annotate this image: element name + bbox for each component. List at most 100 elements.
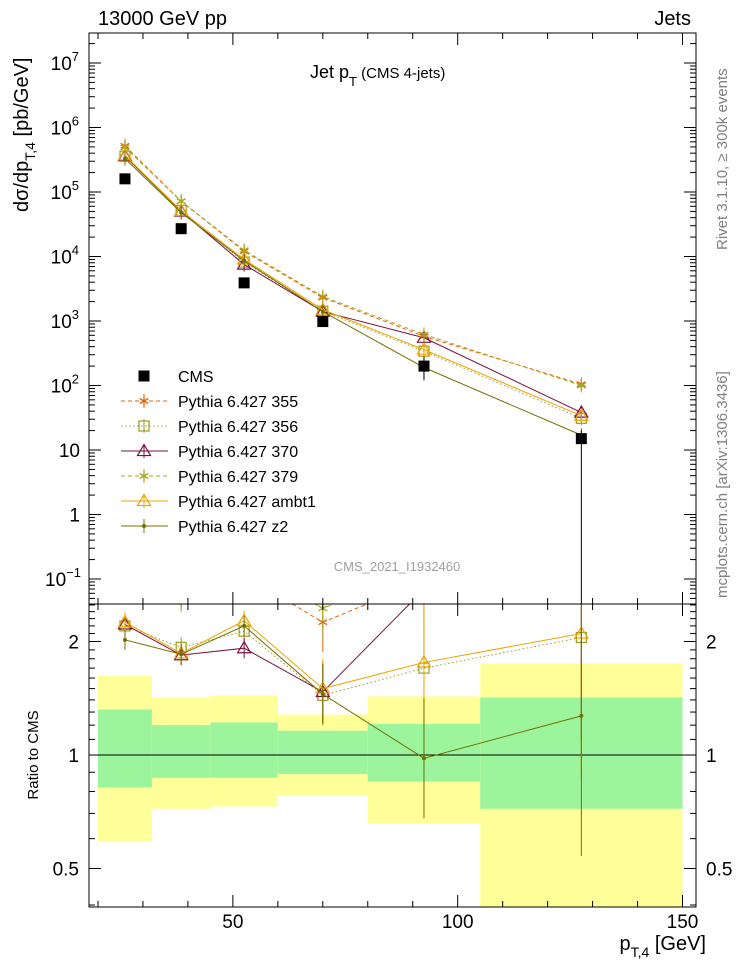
header-process-label: Jets bbox=[654, 8, 691, 30]
cms-data-point bbox=[418, 360, 430, 372]
y-axis-label-lead: dσ/dp bbox=[11, 161, 33, 212]
main-plot-panel: 10−1 1 10 102 103 104 105 106 107 Jet pT (CMS 4-… bbox=[11, 32, 697, 605]
y-axis-label-sub: T,4 bbox=[22, 142, 38, 161]
legend-marker bbox=[138, 370, 150, 382]
ratio-series-line bbox=[124, 625, 582, 759]
ratio-point bbox=[121, 567, 130, 577]
cms-data-series bbox=[119, 173, 587, 604]
y-tick-label-ratio-left: 1 bbox=[68, 746, 79, 767]
x-axis-label: pT,4 [GeV] bbox=[619, 933, 706, 960]
legend-label: Pythia 6.427 356 bbox=[178, 419, 298, 436]
y-tick-label-main: 10−1 bbox=[45, 565, 81, 591]
cms-data-point bbox=[119, 173, 131, 185]
plot-title-main: Jet p bbox=[310, 62, 349, 82]
x-tick-label: 100 bbox=[442, 912, 474, 933]
ratio-series-6 bbox=[122, 604, 584, 856]
mc-point bbox=[242, 258, 247, 263]
legend-label: Pythia 6.427 355 bbox=[178, 394, 298, 411]
legend-marker bbox=[139, 396, 149, 406]
ratio-plot-axes: 50 100 150 0.5 0.5 1 1 2 2 bbox=[53, 604, 732, 933]
x-axis-label-tail: [GeV] bbox=[649, 933, 706, 955]
legend-marker bbox=[136, 443, 152, 457]
mc-series-1 bbox=[120, 138, 586, 392]
y-axis-label-tail: [pb/GeV] bbox=[11, 58, 33, 143]
main-plot-data-area bbox=[117, 138, 589, 604]
ratio-plot-frame bbox=[88, 603, 697, 908]
mc-point bbox=[122, 156, 127, 161]
ratio-point bbox=[121, 560, 130, 570]
y-tick-label-ratio-right: 2 bbox=[706, 633, 717, 654]
ratio-plot-data-area bbox=[89, 560, 696, 907]
mc-series-line bbox=[124, 158, 582, 436]
plot-title-suffix: (CMS 4-jets) bbox=[357, 65, 445, 82]
legend-label: CMS bbox=[178, 369, 214, 386]
x-tick-label: 150 bbox=[667, 912, 699, 933]
legend-entry-mc-5: Pythia 6.427 ambt1 bbox=[121, 493, 316, 511]
ratio-band-inner bbox=[97, 709, 152, 788]
legend-label: Pythia 6.427 370 bbox=[178, 444, 298, 461]
ratio-point bbox=[416, 654, 432, 668]
mc-point bbox=[318, 291, 328, 302]
ratio-point bbox=[579, 713, 584, 718]
x-axis-label-lead: p bbox=[619, 933, 630, 955]
ratio-point bbox=[320, 692, 325, 697]
legend: CMS Pythia 6.427 355 Pythia 6.427 356 Pythi… bbox=[121, 369, 316, 536]
y-tick-label-main: 107 bbox=[51, 49, 79, 75]
ratio-point bbox=[176, 604, 186, 607]
legend-entry-mc-4: Pythia 6.427 379 bbox=[121, 469, 298, 486]
ratio-plot-panel: 50 100 150 0.5 0.5 1 1 2 2 Ratio to CMS pT,4 [Ge… bbox=[25, 560, 732, 960]
legend-entry-cms: CMS bbox=[138, 369, 214, 386]
mc-series-line bbox=[124, 154, 582, 417]
y-tick-label-main: 104 bbox=[51, 243, 79, 269]
y-tick-label-main: 102 bbox=[51, 372, 79, 398]
mc-point bbox=[320, 309, 325, 314]
mc-point bbox=[573, 408, 589, 421]
cms-data-point bbox=[175, 223, 187, 235]
x-tick-label: 50 bbox=[222, 912, 243, 933]
cms-data-point bbox=[238, 277, 250, 289]
y-tick-label-ratio-right: 0.5 bbox=[706, 859, 732, 880]
y-axis-label: dσ/dpT,4 [pb/GeV] bbox=[11, 58, 38, 212]
ratio-point bbox=[240, 560, 249, 570]
legend-entry-mc-6: Pythia 6.427 z2 bbox=[121, 519, 288, 536]
ratio-series-line bbox=[124, 620, 582, 690]
mc-series-line bbox=[124, 145, 582, 385]
legend-label: Pythia 6.427 z2 bbox=[178, 519, 288, 536]
legend-marker bbox=[138, 420, 150, 432]
ratio-band-inner bbox=[277, 730, 368, 775]
y-tick-label-main: 105 bbox=[51, 178, 79, 204]
ratio-series-line bbox=[124, 604, 411, 693]
cms-data-point bbox=[575, 433, 587, 445]
mc-point bbox=[179, 210, 184, 215]
legend-entry-mc-2: Pythia 6.427 356 bbox=[121, 419, 298, 436]
analysis-watermark: CMS_2021_I1932460 bbox=[334, 559, 461, 574]
y-tick-label-ratio-right: 1 bbox=[706, 746, 717, 767]
plot-title-sub: T bbox=[349, 74, 357, 89]
legend-marker bbox=[139, 471, 149, 481]
legend-label: Pythia 6.427 ambt1 bbox=[178, 494, 316, 511]
ratio-point bbox=[417, 583, 430, 594]
ratio-point bbox=[177, 594, 186, 604]
ratio-point bbox=[421, 756, 426, 761]
ratio-band-inner bbox=[151, 725, 211, 778]
ratio-point bbox=[236, 640, 252, 654]
mc-series-line bbox=[124, 147, 582, 386]
mc-point bbox=[576, 380, 586, 391]
mc-series-4 bbox=[120, 140, 586, 393]
y-tick-label-main: 10 bbox=[59, 441, 80, 462]
mc-point bbox=[416, 341, 432, 355]
ratio-band-inner bbox=[210, 722, 278, 778]
rivet-version-label: Rivet 3.1.10, ≥ 300k events bbox=[714, 68, 731, 250]
y-tick-label-main: 1 bbox=[69, 506, 80, 527]
y-tick-label-ratio-left: 0.5 bbox=[53, 859, 79, 880]
cms-data-point bbox=[317, 316, 329, 328]
mcplots-reference-label: mcplots.cern.ch [arXiv:1306.3436] bbox=[714, 371, 731, 598]
legend-marker bbox=[142, 524, 146, 528]
ratio-point bbox=[179, 652, 184, 657]
ratio-point bbox=[242, 623, 247, 628]
legend-marker bbox=[136, 493, 152, 507]
y-tick-label-main: 106 bbox=[51, 114, 79, 140]
y-tick-label-main: 103 bbox=[51, 307, 79, 333]
ratio-point bbox=[420, 576, 429, 586]
ratio-point bbox=[122, 637, 127, 642]
